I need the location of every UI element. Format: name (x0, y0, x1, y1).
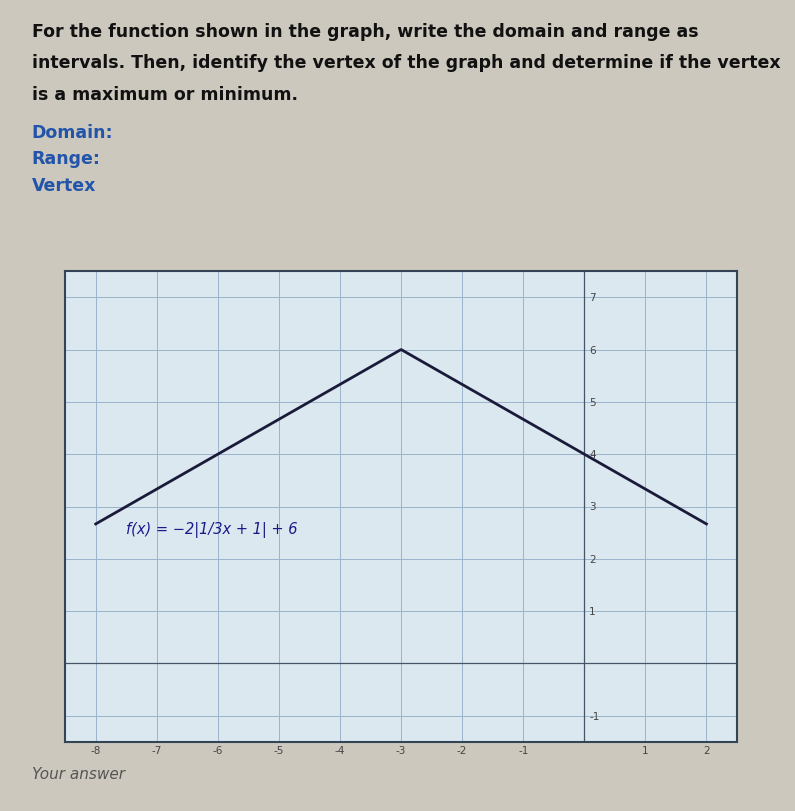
Text: f(x) = −2|1/3x + 1| + 6: f(x) = −2|1/3x + 1| + 6 (126, 521, 298, 537)
Text: Your answer: Your answer (32, 766, 125, 781)
Text: 3: 3 (589, 502, 595, 512)
Text: 6: 6 (589, 345, 595, 355)
Text: is a maximum or minimum.: is a maximum or minimum. (32, 86, 298, 104)
Text: 7: 7 (589, 293, 595, 303)
Text: 5: 5 (589, 397, 595, 407)
Text: Vertex: Vertex (32, 177, 96, 195)
Text: 2: 2 (589, 554, 595, 564)
Text: intervals. Then, identify the vertex of the graph and determine if the vertex: intervals. Then, identify the vertex of … (32, 54, 781, 72)
Text: Range:: Range: (32, 150, 101, 168)
Text: For the function shown in the graph, write the domain and range as: For the function shown in the graph, wri… (32, 23, 699, 41)
Text: 1: 1 (589, 607, 595, 616)
Text: -1: -1 (589, 711, 599, 721)
Text: Domain:: Domain: (32, 124, 114, 142)
Text: 4: 4 (589, 449, 595, 460)
